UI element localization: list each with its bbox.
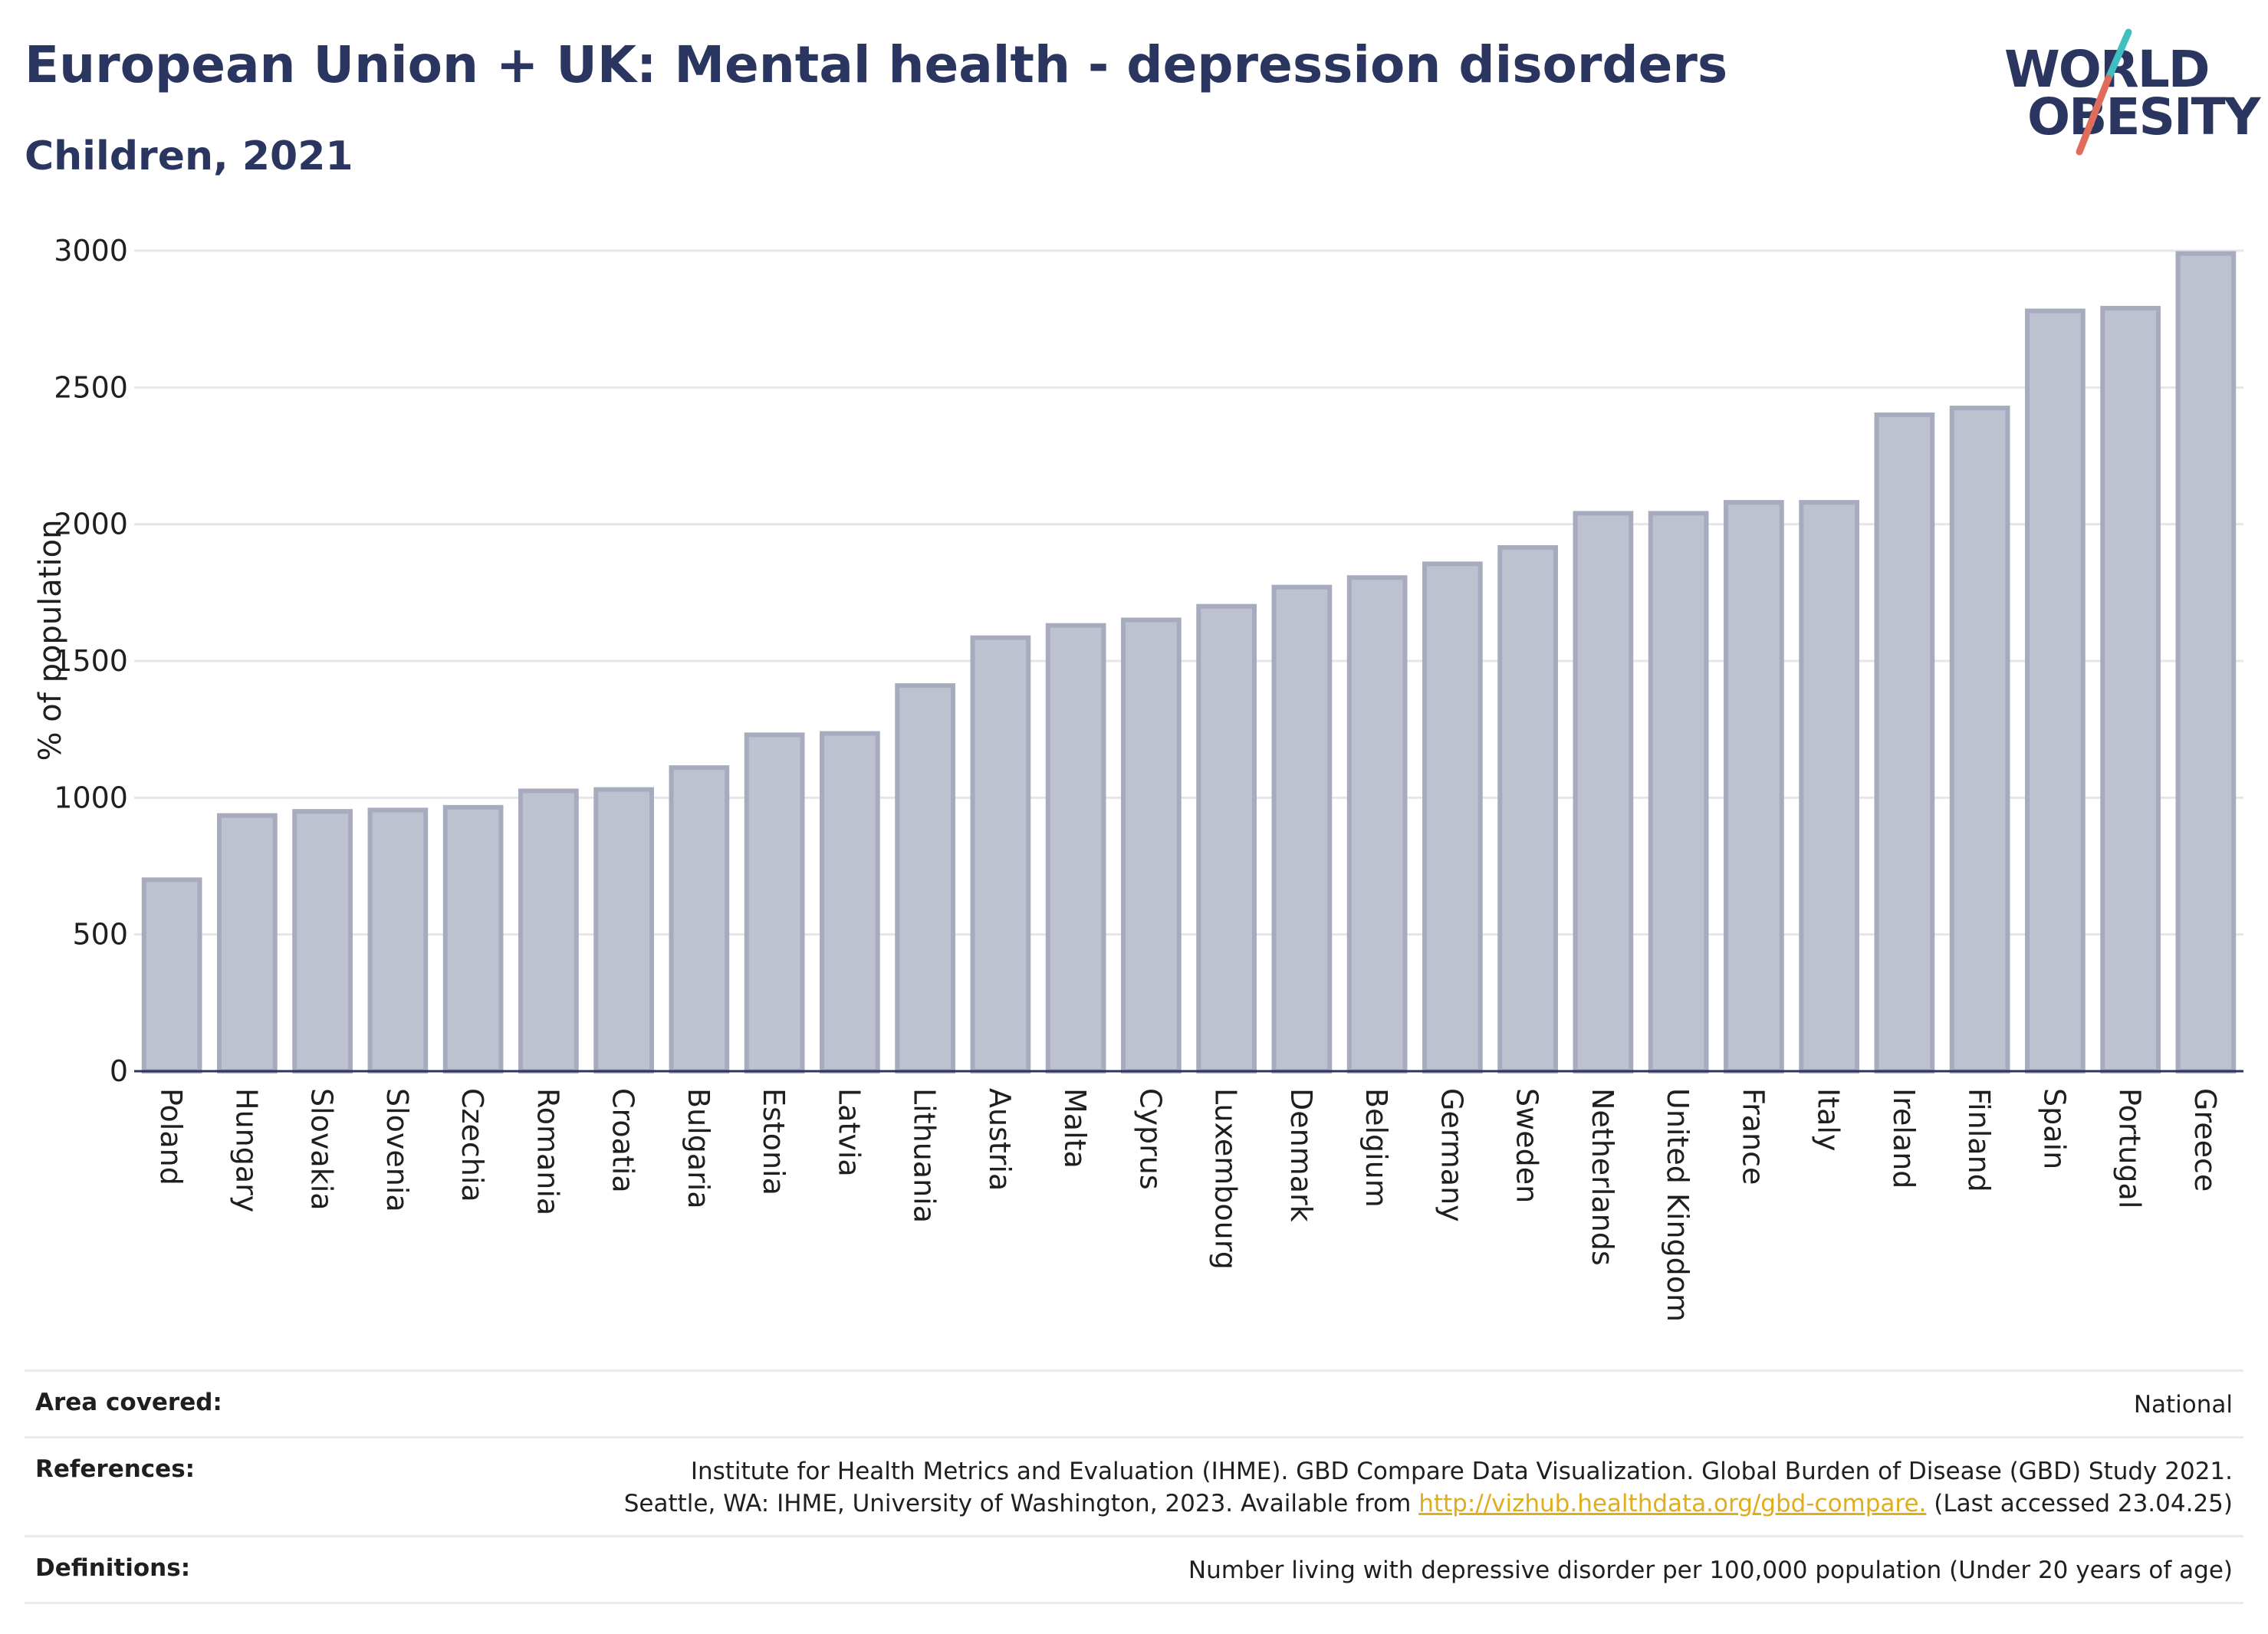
- bar-spain: [2025, 308, 2086, 1073]
- y-tick-label: 0: [110, 1054, 128, 1088]
- info-row-area: Area covered: National: [25, 1369, 2243, 1436]
- references-link[interactable]: http://vizhub.healthdata.org/gbd-compare…: [1418, 1490, 1927, 1517]
- bar-denmark: [1271, 584, 1333, 1073]
- chart-subtitle: Children, 2021: [25, 133, 353, 179]
- y-axis-label: % of population: [33, 519, 68, 761]
- area-covered-value: National: [2133, 1391, 2233, 1419]
- bar-luxembourg: [1196, 603, 1257, 1073]
- references-line2-post: (Last accessed 23.04.25): [1926, 1490, 2233, 1517]
- x-tick-label: Hungary: [229, 1088, 263, 1212]
- x-tick-label: Portugal: [2113, 1088, 2147, 1208]
- x-tick-label: Romania: [531, 1088, 564, 1215]
- x-tick-label: Slovakia: [305, 1088, 339, 1211]
- bar-latvia: [820, 731, 880, 1073]
- x-tick-label: Poland: [154, 1088, 188, 1185]
- references-line2-pre: Seattle, WA: IHME, University of Washing…: [623, 1490, 1419, 1517]
- bar-estonia: [744, 732, 805, 1073]
- bar-germany: [1422, 561, 1483, 1073]
- world-obesity-logo: WORLD OBESITY: [1994, 23, 2260, 161]
- bar-sweden: [1497, 544, 1558, 1073]
- bar-slovenia: [367, 807, 429, 1074]
- references-line1: Institute for Health Metrics and Evaluat…: [690, 1458, 2233, 1485]
- y-tick-label: 2000: [54, 508, 128, 541]
- logo-slash-icon: [2076, 28, 2132, 156]
- bar-italy: [1799, 500, 1859, 1073]
- bar-cyprus: [1121, 617, 1182, 1073]
- x-tick-label: Denmark: [1284, 1088, 1318, 1222]
- x-tick-label: Lithuania: [908, 1088, 942, 1223]
- x-tick-label: Germany: [1435, 1088, 1468, 1222]
- info-row-definitions: Definitions: Number living with depressi…: [25, 1535, 2243, 1604]
- definitions-label: Definitions:: [35, 1554, 191, 1582]
- x-tick-label: Italy: [1812, 1088, 1846, 1151]
- bar-czechia: [442, 804, 504, 1073]
- y-tick-label: 500: [72, 918, 128, 952]
- bar-hungary: [217, 813, 278, 1073]
- bar-poland: [141, 877, 202, 1073]
- bar-lithuania: [895, 683, 955, 1073]
- x-tick-label: Croatia: [606, 1088, 640, 1193]
- bar-finland: [1949, 406, 2010, 1074]
- y-tick-label: 3000: [54, 234, 128, 268]
- x-tick-label: Estonia: [757, 1088, 791, 1195]
- bar-croatia: [593, 787, 654, 1074]
- x-tick-label: Cyprus: [1133, 1088, 1167, 1190]
- x-tick-label: United Kingdom: [1661, 1088, 1694, 1322]
- info-row-references: References: Institute for Health Metrics…: [25, 1436, 2243, 1535]
- y-tick-label: 2500: [54, 370, 128, 404]
- bar-malta: [1045, 623, 1106, 1073]
- bar-netherlands: [1573, 511, 1634, 1073]
- y-tick-label: 1000: [54, 781, 128, 814]
- x-tick-label: Sweden: [1510, 1088, 1544, 1203]
- x-tick-label: Austria: [983, 1088, 1017, 1191]
- x-tick-label: Finland: [1962, 1088, 1996, 1192]
- bar-bulgaria: [669, 765, 730, 1073]
- bar-portugal: [2100, 305, 2161, 1073]
- references-value: Institute for Health Metrics and Evaluat…: [624, 1455, 2233, 1520]
- x-tick-label: Netherlands: [1586, 1088, 1619, 1266]
- bar-chart: 0 500 1000 1500 2000 2500 3000 Poland Hungary Slo…: [54, 234, 2243, 1322]
- chart-title: European Union + UK: Mental health - dep…: [25, 35, 1728, 94]
- bar-austria: [970, 635, 1031, 1073]
- x-tick-label: Malta: [1058, 1088, 1092, 1169]
- x-tick-label: Bulgaria: [682, 1088, 715, 1209]
- bar-france: [1724, 500, 1784, 1073]
- bar-united-kingdom: [1648, 511, 1709, 1073]
- definitions-value: Number living with depressive disorder p…: [1188, 1557, 2233, 1584]
- x-tick-label: Latvia: [832, 1088, 866, 1177]
- info-table: Area covered: National References: Insti…: [25, 1369, 2243, 1604]
- logo-line2: OBESITY: [2027, 87, 2260, 146]
- x-tick-label: Belgium: [1359, 1088, 1393, 1208]
- bar-slovakia: [292, 809, 353, 1074]
- bar-greece: [2175, 251, 2237, 1074]
- x-tick-label: Greece: [2188, 1088, 2222, 1192]
- x-tick-label: Slovenia: [380, 1088, 414, 1212]
- bar-romania: [518, 788, 579, 1074]
- y-tick-label: 1500: [54, 644, 128, 678]
- references-label: References:: [35, 1455, 196, 1483]
- x-tick-label: Ireland: [1887, 1088, 1921, 1189]
- x-tick-label: Czechia: [455, 1088, 489, 1202]
- bar-ireland: [1874, 413, 1935, 1073]
- x-tick-label: France: [1736, 1088, 1770, 1185]
- x-tick-label: Luxembourg: [1209, 1088, 1243, 1270]
- area-covered-label: Area covered:: [35, 1389, 222, 1416]
- x-tick-label: Spain: [2037, 1088, 2071, 1169]
- bar-belgium: [1346, 575, 1408, 1073]
